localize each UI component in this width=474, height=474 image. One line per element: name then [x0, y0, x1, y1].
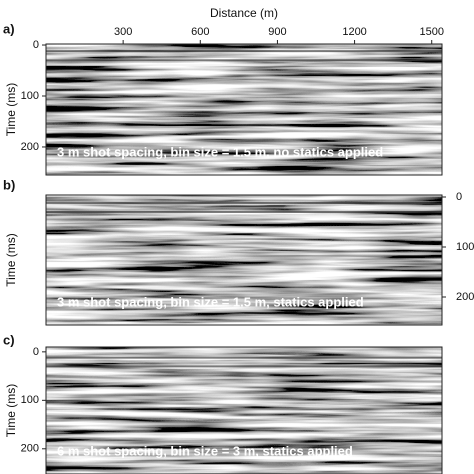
y-axis-label: Time (ms) [4, 384, 18, 438]
reflector-band [46, 365, 442, 368]
y-tick-label: 100 [456, 241, 474, 253]
reflector-band [46, 206, 442, 209]
panel-frame [45, 346, 443, 474]
x-axis-label: Distance (m) [210, 6, 278, 20]
panel-label: c) [3, 332, 15, 347]
x-tick-label: 900 [268, 26, 286, 38]
reflector-band [46, 59, 442, 62]
x-tick-label: 300 [114, 26, 132, 38]
x-tick-label: 600 [191, 26, 209, 38]
panel-frame [45, 43, 443, 176]
reflector-band [46, 369, 442, 372]
panel-frame [45, 194, 443, 326]
reflector-band [46, 361, 442, 364]
reflector-band [46, 202, 442, 204]
annotation: 3 m shot spacing, bin size = 1.5 m, no s… [57, 144, 383, 159]
y-tick-label: 0 [456, 191, 462, 203]
reflector-band [46, 63, 442, 66]
y-axis-label: Time (ms) [4, 233, 18, 287]
y-axis-label: Time (ms) [4, 83, 18, 137]
reflector-band [46, 356, 442, 359]
y-tick-label: 200 [21, 443, 39, 455]
annotation: 3 m shot spacing, bin size = 1.5 m, stat… [57, 294, 364, 309]
y-tick-label: 100 [21, 394, 39, 406]
seismic-section [46, 347, 442, 474]
y-tick-label: 0 [33, 346, 39, 358]
reflector-band [46, 54, 442, 57]
panel-label: a) [3, 21, 15, 36]
panel-label: b) [3, 177, 15, 192]
y-tick-label: 0 [33, 39, 39, 51]
reflector-band [46, 50, 442, 53]
x-tick-label: 1500 [419, 26, 443, 38]
x-tick-label: 1200 [342, 26, 366, 38]
reflector-band [46, 215, 442, 218]
annotation: 6 m shot spacing, bin size = 3 m, static… [57, 443, 353, 458]
y-tick-label: 200 [21, 141, 39, 153]
reflector-band [46, 211, 442, 213]
y-tick-label: 100 [21, 90, 39, 102]
y-tick-label: 200 [456, 291, 474, 303]
